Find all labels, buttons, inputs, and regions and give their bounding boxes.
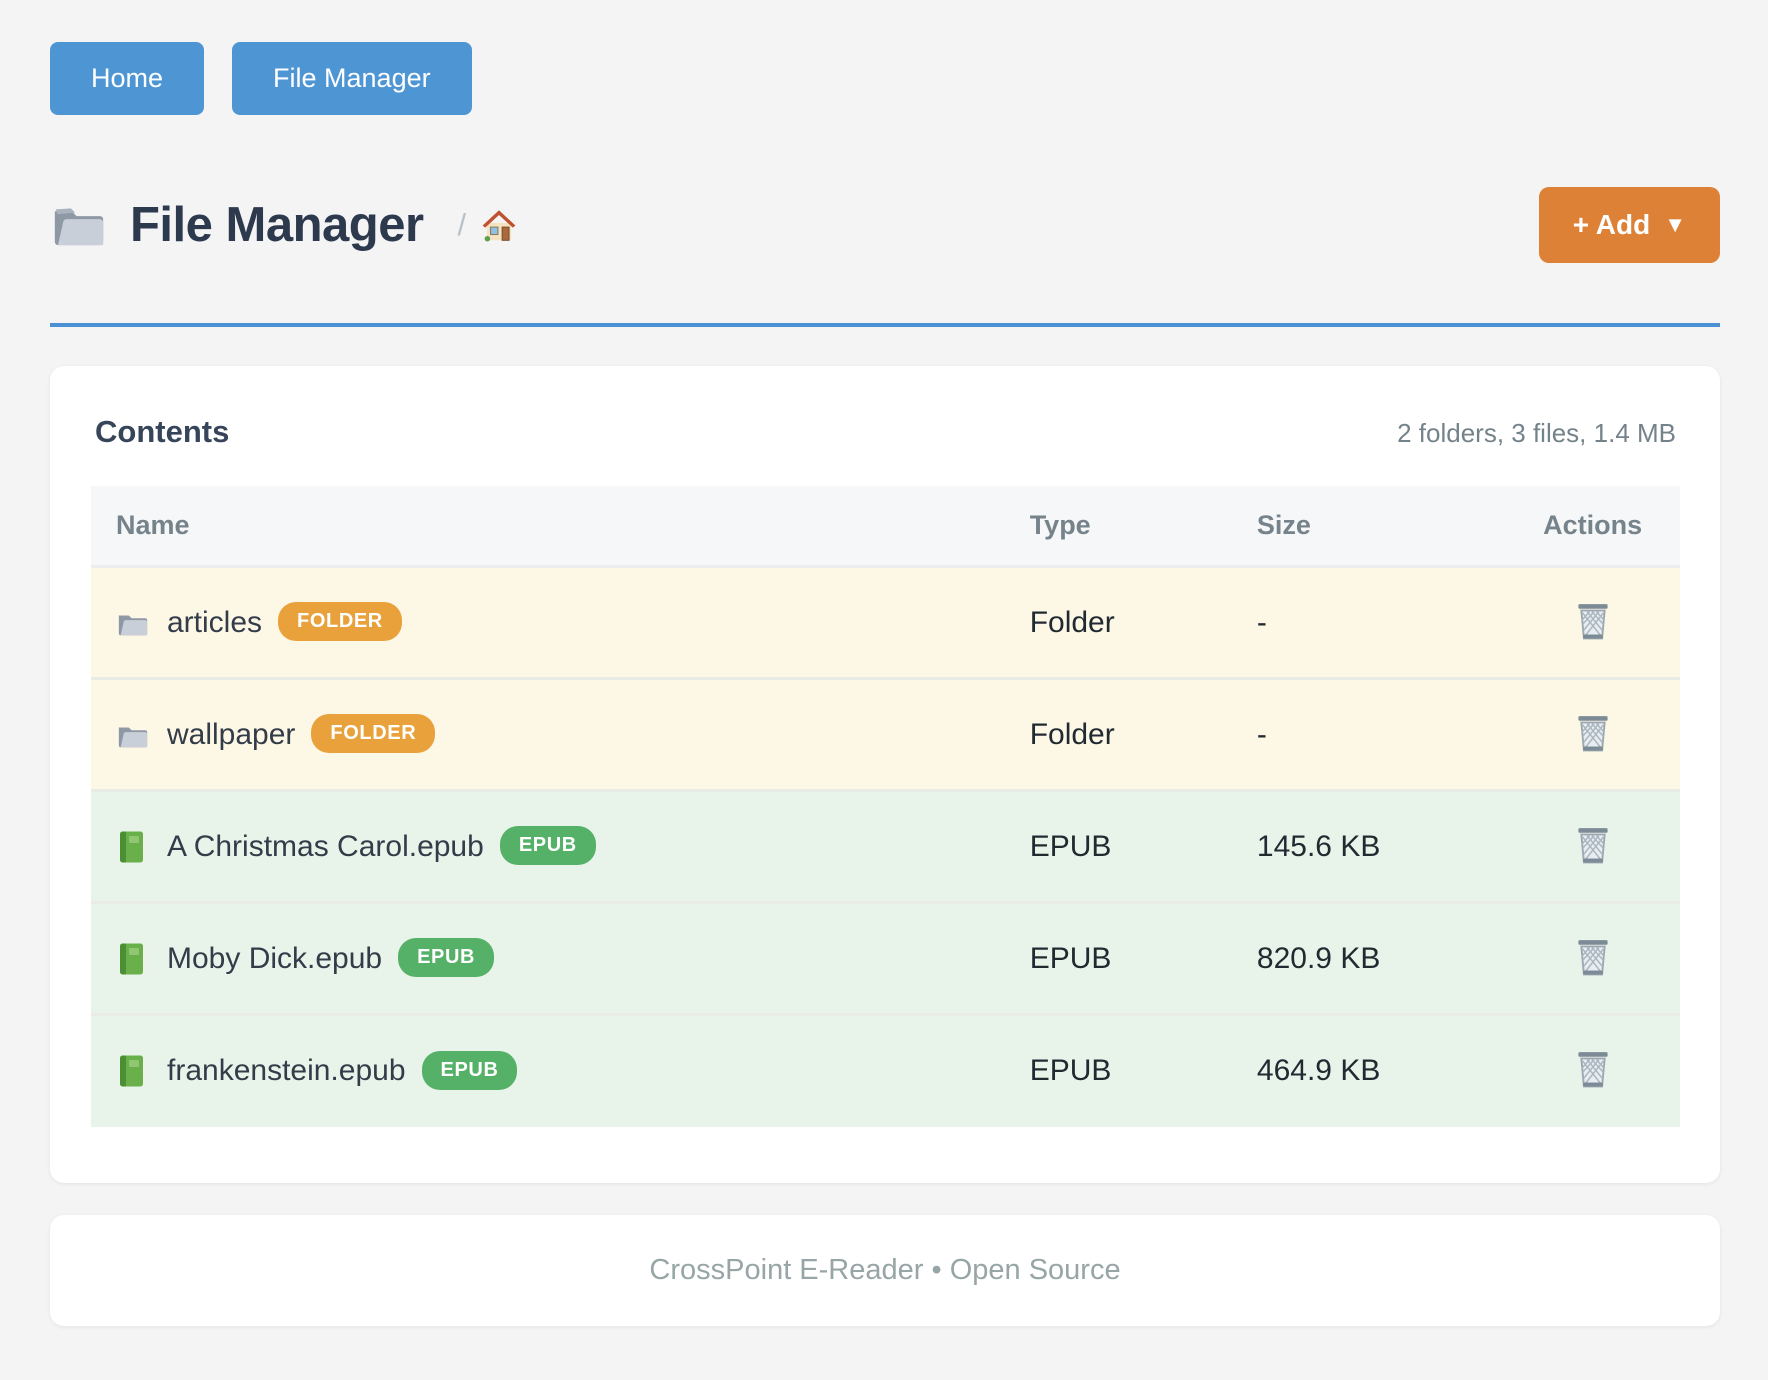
chevron-down-icon: ▼ [1664, 212, 1686, 237]
trash-icon [1573, 603, 1613, 645]
delete-button[interactable] [1569, 596, 1617, 646]
delete-button[interactable] [1569, 932, 1617, 982]
file-name-link[interactable]: Moby Dick.epub [167, 941, 383, 975]
column-header-name: Name [116, 510, 190, 540]
trash-icon [1573, 715, 1613, 757]
add-button-label: + Add [1572, 209, 1651, 240]
table-row: wallpaper FOLDER Folder - [91, 677, 1680, 791]
page-header: File Manager / + Add ▼ [50, 187, 1720, 263]
type-cell: EPUB [1004, 789, 1232, 903]
trash-icon [1573, 1052, 1613, 1093]
size-cell: 820.9 KB [1231, 901, 1506, 1015]
size-cell: - [1231, 565, 1506, 679]
type-cell: EPUB [1004, 901, 1232, 1015]
file-name-link[interactable]: A Christmas Carol.epub [167, 829, 484, 863]
delete-button[interactable] [1569, 708, 1617, 758]
size-cell: 145.6 KB [1231, 789, 1506, 903]
home-icon[interactable] [480, 206, 518, 244]
type-badge: FOLDER [278, 602, 402, 641]
column-header-actions: Actions [1543, 510, 1643, 540]
book-icon [116, 1054, 150, 1088]
table-body: articles FOLDER Folder - [91, 565, 1680, 1127]
type-cell: Folder [1004, 565, 1232, 679]
add-button[interactable]: + Add ▼ [1538, 187, 1720, 263]
type-badge: EPUB [421, 1050, 518, 1090]
nav-home-button[interactable]: Home [50, 42, 205, 115]
table-row: A Christmas Carol.epub EPUB EPUB 145.6 K… [91, 789, 1680, 903]
type-cell: Folder [1004, 677, 1232, 791]
table-row: articles FOLDER Folder - [91, 565, 1680, 679]
breadcrumb: / [458, 206, 519, 244]
type-badge: FOLDER [311, 714, 436, 753]
delete-button[interactable] [1569, 1044, 1617, 1094]
file-table: Name Type Size Actions [91, 486, 1680, 1127]
table-header: Name Type Size Actions [91, 486, 1680, 567]
nav-file-manager-button[interactable]: File Manager [232, 42, 472, 115]
title-underline [50, 323, 1720, 327]
folder-icon [116, 606, 150, 640]
contents-card: Contents 2 folders, 3 files, 1.4 MB Name… [50, 366, 1720, 1183]
breadcrumb-separator: / [457, 207, 467, 242]
file-name-link[interactable]: frankenstein.epub [167, 1054, 406, 1088]
type-badge: EPUB [499, 826, 596, 865]
type-cell: EPUB [1004, 1013, 1232, 1127]
top-nav: Home File Manager [50, 42, 1720, 115]
footer-text: CrossPoint E-Reader • Open Source [649, 1253, 1121, 1286]
footer: CrossPoint E-Reader • Open Source [50, 1214, 1720, 1326]
file-name-link[interactable]: wallpaper [167, 717, 296, 751]
size-cell: 464.9 KB [1231, 1013, 1506, 1127]
book-icon [116, 830, 150, 864]
table-row: frankenstein.epub EPUB EPUB 464.9 KB [91, 1013, 1680, 1127]
contents-summary: 2 folders, 3 files, 1.4 MB [1397, 418, 1676, 448]
delete-button[interactable] [1569, 820, 1617, 870]
type-badge: EPUB [398, 938, 495, 977]
folder-icon [116, 718, 150, 752]
file-name-link[interactable]: articles [167, 605, 263, 639]
table-row: Moby Dick.epub EPUB EPUB 820.9 KB [91, 901, 1680, 1015]
contents-title: Contents [95, 414, 230, 449]
page-title: File Manager [130, 198, 424, 252]
book-icon [116, 942, 150, 976]
folder-icon [50, 200, 108, 250]
contents-card-header: Contents 2 folders, 3 files, 1.4 MB [91, 414, 1680, 450]
column-header-type: Type [1029, 510, 1091, 540]
column-header-size: Size [1256, 510, 1311, 540]
trash-icon [1573, 827, 1613, 869]
title-group: File Manager / [50, 197, 518, 253]
trash-icon [1573, 939, 1613, 981]
size-cell: - [1231, 677, 1506, 791]
